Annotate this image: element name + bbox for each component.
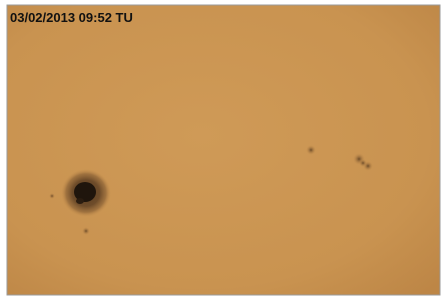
- sunspot-large: [61, 169, 111, 217]
- page: 03/02/2013 09:52 TU (() => { const data …: [0, 0, 445, 300]
- solar-image: 03/02/2013 09:52 TU: [0, 0, 445, 300]
- timestamp: 03/02/2013 09:52 TU: [10, 10, 133, 25]
- sun-surface: [7, 5, 440, 295]
